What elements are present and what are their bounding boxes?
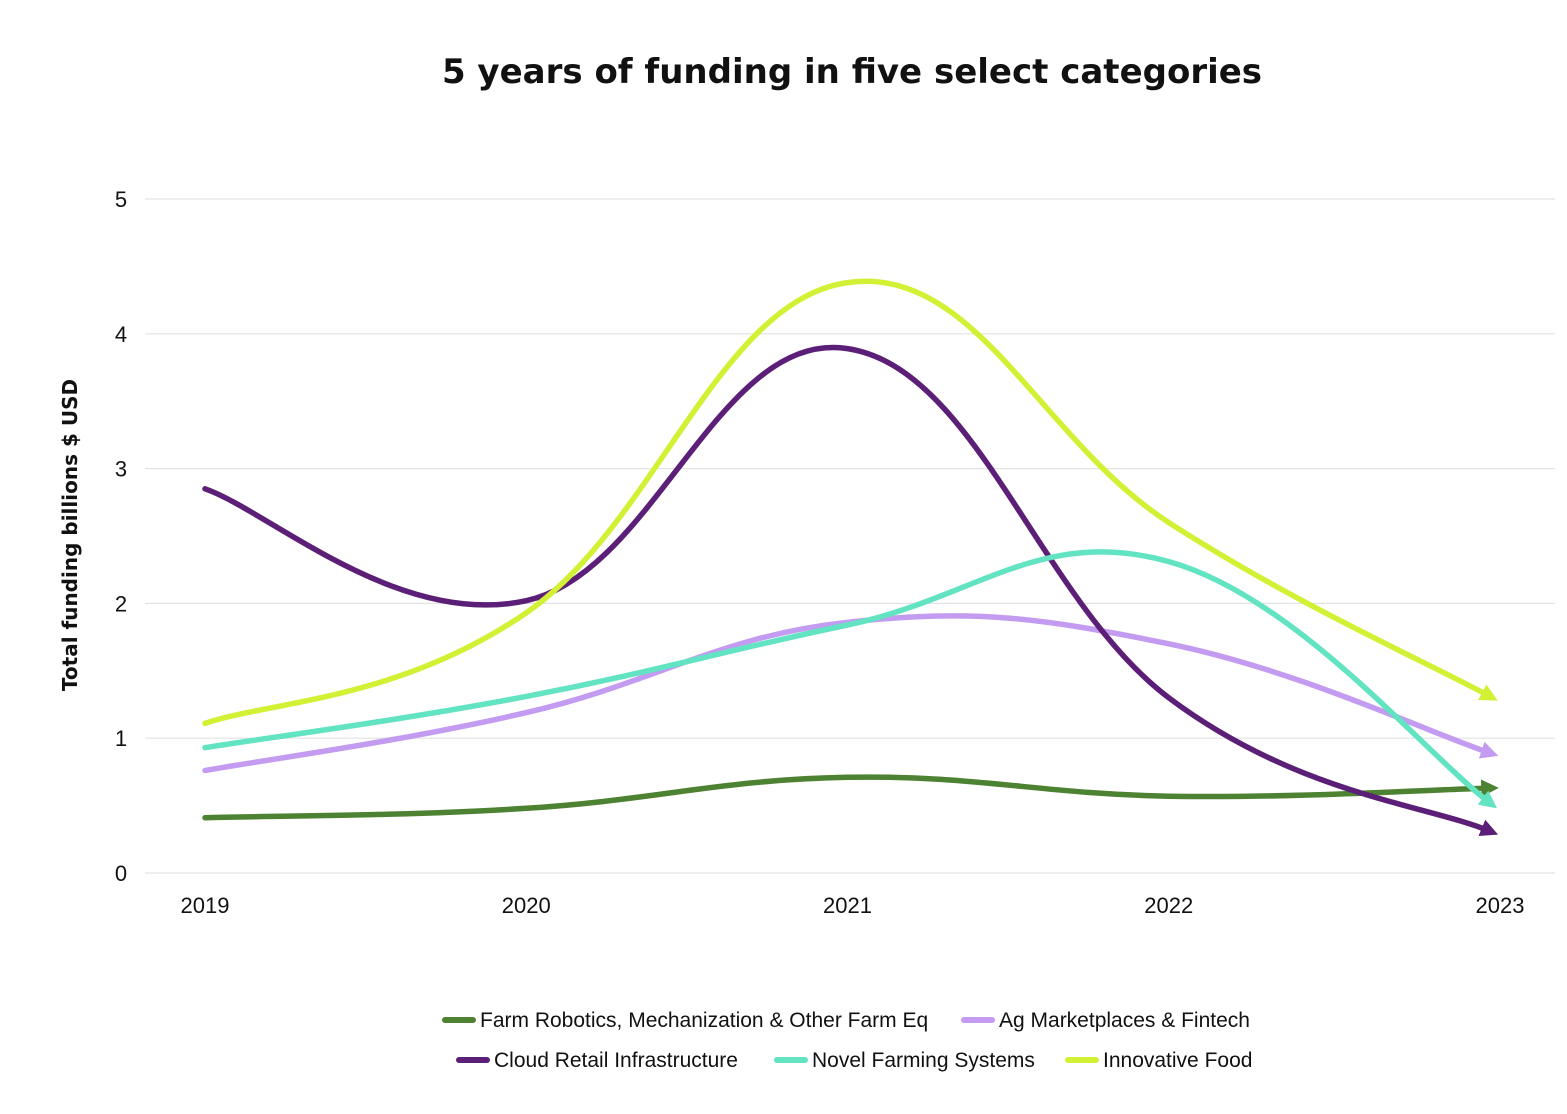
legend-label: Ag Marketplaces & Fintech [999,1009,1250,1032]
data-point-innovative-food-2022 [1166,520,1172,526]
data-point-novel-farming-systems-2021 [845,622,850,628]
data-point-novel-farming-systems-2022 [1166,559,1172,565]
data-point-farm-robotics-mechanization-other-farm-eq-2020 [523,805,529,811]
y-tick-label: 3 [115,457,127,482]
series-line-cloud-retail-infrastructure [202,344,1499,836]
data-point-cloud-retail-infrastructure-2023 [1487,828,1493,834]
data-point-farm-robotics-mechanization-other-farm-eq-2022 [1166,793,1172,799]
x-tick-label: 2021 [823,893,872,918]
data-point-ag-marketplaces-fintech-2019 [202,768,208,774]
x-tick-label: 2019 [181,893,230,918]
y-tick-label: 5 [115,187,127,212]
data-point-innovative-food-2020 [523,610,529,616]
y-axis-label: Total funding billions $ USD [58,379,82,691]
data-point-cloud-retail-infrastructure-2022 [1166,695,1172,701]
data-point-farm-robotics-mechanization-other-farm-eq-2019 [202,815,208,821]
series-line-ag-marketplaces-fintech [202,613,1499,774]
legend-item: Ag Marketplaces & Fintech [961,1009,1250,1032]
data-point-ag-marketplaces-fintech-2023 [1487,750,1493,756]
series-cloud-retail-infrastructure [202,344,1499,836]
data-point-novel-farming-systems-2023 [1487,800,1493,806]
data-point-cloud-retail-infrastructure-2019 [202,486,208,492]
series-ag-marketplaces-fintech [202,613,1499,774]
legend-label: Cloud Retail Infrastructure [494,1049,738,1072]
data-point-ag-marketplaces-fintech-2020 [523,710,529,716]
y-tick-label: 0 [115,861,127,886]
chart-title: 5 years of funding in five select catego… [442,52,1262,92]
data-point-farm-robotics-mechanization-other-farm-eq-2023 [1487,785,1493,791]
legend-label: Innovative Food [1103,1049,1252,1072]
gridlines [145,198,1555,874]
series-line-farm-robotics-mechanization-other-farm-eq [202,774,1499,821]
legend-item: Novel Farming Systems [774,1049,1035,1072]
x-tick-label: 2020 [502,893,551,918]
y-tick-label: 4 [115,322,127,347]
data-point-cloud-retail-infrastructure-2020 [523,598,529,604]
series-line-novel-farming-systems [202,549,1498,809]
series-novel-farming-systems [202,549,1498,809]
legend-item: Farm Robotics, Mechanization & Other Far… [442,1009,928,1032]
legend-item: Cloud Retail Infrastructure [456,1049,738,1072]
y-tick-label: 1 [115,726,127,751]
y-tick-label: 2 [115,591,127,616]
legend: Farm Robotics, Mechanization & Other Far… [442,1009,1252,1072]
series-lines [202,278,1499,836]
data-point-innovative-food-2023 [1487,693,1493,699]
data-point-innovative-food-2021 [845,280,850,286]
legend-label: Novel Farming Systems [812,1049,1035,1072]
legend-label: Farm Robotics, Mechanization & Other Far… [480,1009,928,1032]
series-farm-robotics-mechanization-other-farm-eq [202,774,1499,821]
data-point-farm-robotics-mechanization-other-farm-eq-2021 [845,774,850,780]
series-innovative-food [202,278,1498,727]
data-point-novel-farming-systems-2020 [523,693,529,699]
data-point-novel-farming-systems-2019 [202,745,208,751]
x-tick-label: 2022 [1144,893,1193,918]
x-axis-tick-labels: 2019 2020 2021 2022 2023 [181,893,1525,918]
data-point-innovative-food-2019 [202,720,208,726]
y-axis-tick-labels: 0 1 2 3 4 5 [115,187,127,886]
data-point-ag-marketplaces-fintech-2022 [1166,641,1172,647]
legend-item: Innovative Food [1065,1049,1252,1072]
data-point-cloud-retail-infrastructure-2021 [845,346,850,352]
x-tick-label: 2023 [1476,893,1525,918]
